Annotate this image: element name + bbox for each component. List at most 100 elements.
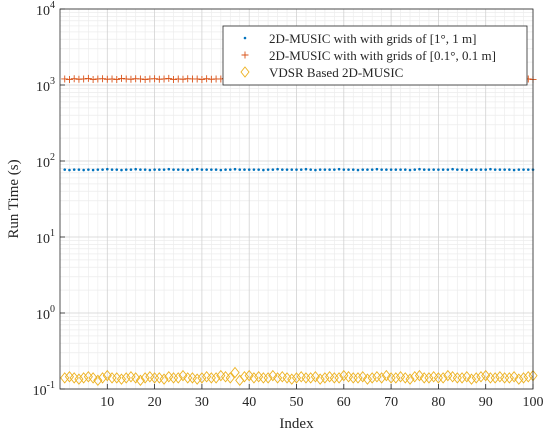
data-point-diamond [74, 373, 84, 385]
data-point-dot [351, 168, 355, 171]
data-point-dot [380, 168, 383, 171]
data-point-diamond [438, 372, 448, 384]
data-point-diamond [419, 372, 429, 384]
data-point-diamond [159, 373, 169, 385]
data-point-dot [314, 168, 317, 172]
data-point-dot [285, 168, 289, 171]
data-point-diamond [334, 372, 344, 384]
data-point-dot [219, 168, 223, 172]
x-tick-label: 40 [242, 395, 256, 410]
data-point-diamond [362, 373, 373, 385]
data-point-dot [162, 168, 166, 171]
data-point-diamond [485, 372, 496, 384]
data-point-dot [356, 168, 360, 172]
x-tick-label: 70 [384, 395, 398, 410]
data-point-diamond [329, 372, 339, 384]
data-point-dot [375, 167, 379, 171]
series-dot [63, 167, 535, 172]
data-point-dot [299, 168, 303, 171]
data-point-plus [113, 76, 121, 84]
data-point-dot [498, 168, 502, 171]
data-point-dot [460, 168, 464, 171]
data-point-dot [399, 168, 402, 171]
data-point-dot [153, 168, 156, 171]
data-point-dot [413, 168, 417, 171]
data-point-dot [158, 168, 161, 171]
data-point-plus [117, 74, 125, 82]
legend-entry-label: 2D-MUSIC with with grids of [1°, 1 m] [269, 31, 476, 46]
x-tick-label: 100 [523, 395, 544, 410]
data-point-dot [522, 168, 525, 171]
data-point-diamond [116, 373, 127, 385]
data-point-plus [170, 76, 178, 84]
data-point-dot [370, 168, 374, 171]
data-point-diamond [386, 372, 396, 384]
data-point-diamond [268, 369, 278, 382]
data-point-plus [198, 76, 206, 84]
data-point-dot [437, 168, 440, 171]
data-point-dot [361, 168, 365, 171]
data-point-dot [408, 168, 412, 172]
legend-marker-diamond [240, 66, 250, 78]
data-point-diamond [367, 372, 377, 384]
data-point-diamond [168, 372, 179, 384]
data-point-dot [129, 168, 133, 171]
data-point-dot [143, 168, 147, 171]
data-point-diamond [263, 372, 273, 384]
data-point-dot [106, 167, 109, 171]
data-point-dot [191, 168, 194, 171]
data-point-plus [108, 75, 116, 83]
data-point-dot [148, 168, 152, 172]
data-point-diamond [79, 372, 89, 384]
data-point-dot [427, 168, 431, 171]
data-point-dot [451, 167, 454, 171]
data-point-diamond [121, 372, 131, 384]
data-point-diamond [140, 372, 150, 384]
data-point-dot [243, 168, 246, 171]
data-point-dot [517, 168, 521, 171]
data-point-dot [470, 168, 473, 171]
data-point-dot [489, 167, 492, 171]
data-point-dot [318, 168, 322, 171]
x-tick-label: 10 [100, 395, 114, 410]
data-point-diamond [211, 372, 221, 384]
data-point-diamond [230, 366, 240, 379]
data-point-dot [224, 168, 227, 171]
data-point-dot [139, 168, 142, 171]
data-point-diamond [523, 371, 533, 383]
data-point-dot [281, 168, 284, 171]
data-point-dot [484, 168, 488, 171]
data-point-dot [200, 168, 204, 171]
data-point-dot [295, 168, 298, 171]
data-point-dot [63, 168, 67, 171]
data-point-dot [422, 168, 426, 171]
data-point-dot [342, 168, 346, 171]
data-point-dot [205, 168, 208, 171]
data-point-dot [512, 168, 516, 172]
data-point-diamond [301, 372, 311, 384]
data-point-diamond [273, 372, 283, 384]
data-point-dot [176, 168, 180, 171]
data-point-diamond [481, 369, 491, 382]
data-point-diamond [97, 372, 108, 384]
data-point-dot [82, 168, 85, 172]
data-point-dot [72, 168, 76, 171]
data-point-dot [290, 168, 294, 171]
data-point-dot [526, 168, 530, 171]
data-point-plus [70, 75, 78, 83]
legend-entry-label: 2D-MUSIC with with grids of [0.1°, 0.1 m… [269, 48, 496, 63]
data-point-diamond [424, 372, 434, 384]
data-point-dot [446, 168, 450, 171]
data-point-diamond [381, 369, 391, 382]
data-point-dot [172, 168, 175, 171]
data-point-diamond [476, 371, 486, 383]
data-point-diamond [500, 372, 510, 384]
data-point-dot [115, 168, 119, 171]
data-point-dot [68, 168, 71, 172]
data-point-dot [323, 168, 327, 171]
data-point-dot [503, 168, 506, 171]
data-point-dot [228, 168, 232, 171]
data-point-diamond [183, 372, 193, 384]
data-point-dot [110, 168, 114, 171]
